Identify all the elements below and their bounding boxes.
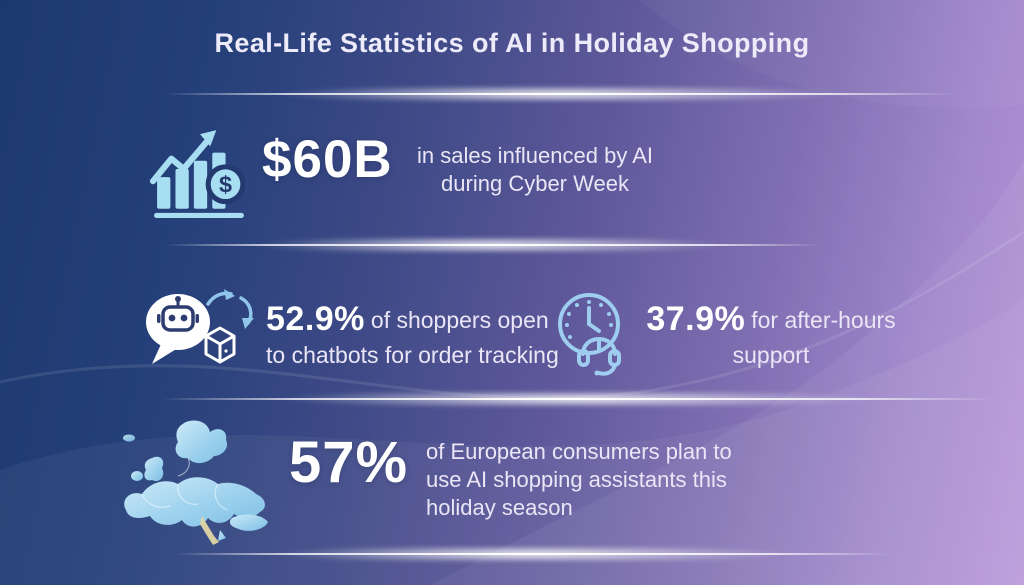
divider-line — [165, 244, 820, 246]
page-title: Real-Life Statistics of AI in Holiday Sh… — [214, 28, 810, 58]
stat-desc-chatbots: of shoppers open to chatbots for order t… — [266, 307, 559, 369]
stat-value-afterhours: 37.9% — [646, 300, 746, 338]
stat-desc-afterhours: for after-hours support — [732, 307, 896, 369]
svg-text:$: $ — [219, 171, 232, 197]
stat-desc-sales: in sales influenced by AI during Cyber W… — [416, 143, 654, 197]
clock-headset-icon — [558, 293, 621, 376]
chatbot-package-icon — [146, 289, 254, 364]
divider-line — [165, 93, 955, 95]
bar-chart-dollar-icon: $ — [149, 130, 246, 218]
stat-chatbots: 52.9% of shoppers open to chatbots for or… — [266, 297, 568, 371]
divider-line — [175, 553, 890, 555]
stat-value-sales: $60B — [262, 130, 393, 189]
stat-afterhours: 37.9% for after-hours support — [640, 297, 902, 371]
stat-value-europe: 57% — [289, 430, 409, 495]
stat-value-chatbots: 52.9% — [266, 300, 365, 338]
stat-desc-europe: of European consumers plan to use AI sho… — [426, 439, 732, 521]
divider-line — [162, 398, 994, 400]
europe-map-icon — [123, 420, 268, 545]
